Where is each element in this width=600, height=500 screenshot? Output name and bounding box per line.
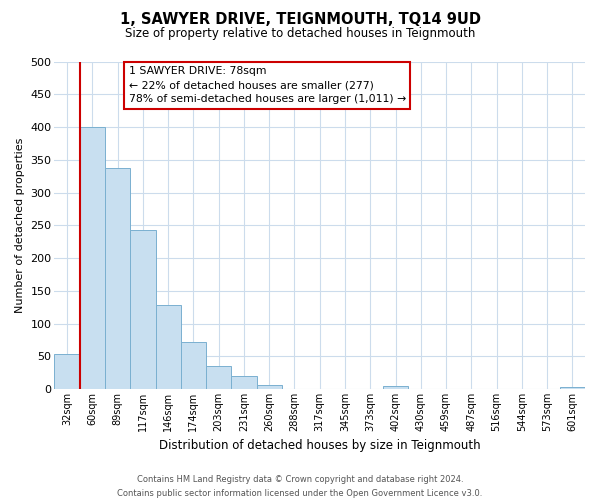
Bar [155,305,181,389]
Bar [181,342,206,389]
Bar [560,387,585,389]
Text: 1 SAWYER DRIVE: 78sqm
← 22% of detached houses are smaller (277)
78% of semi-det: 1 SAWYER DRIVE: 78sqm ← 22% of detached … [129,66,406,104]
X-axis label: Distribution of detached houses by size in Teignmouth: Distribution of detached houses by size … [159,440,481,452]
Bar [257,385,282,389]
Y-axis label: Number of detached properties: Number of detached properties [15,138,25,313]
Text: Size of property relative to detached houses in Teignmouth: Size of property relative to detached ho… [125,28,475,40]
Bar [105,168,130,389]
Text: Contains HM Land Registry data © Crown copyright and database right 2024.
Contai: Contains HM Land Registry data © Crown c… [118,476,482,498]
Bar [130,230,155,389]
Bar [383,386,408,389]
Bar [206,366,232,389]
Bar [232,376,257,389]
Text: 1, SAWYER DRIVE, TEIGNMOUTH, TQ14 9UD: 1, SAWYER DRIVE, TEIGNMOUTH, TQ14 9UD [119,12,481,28]
Bar [80,127,105,389]
Bar [55,354,80,389]
